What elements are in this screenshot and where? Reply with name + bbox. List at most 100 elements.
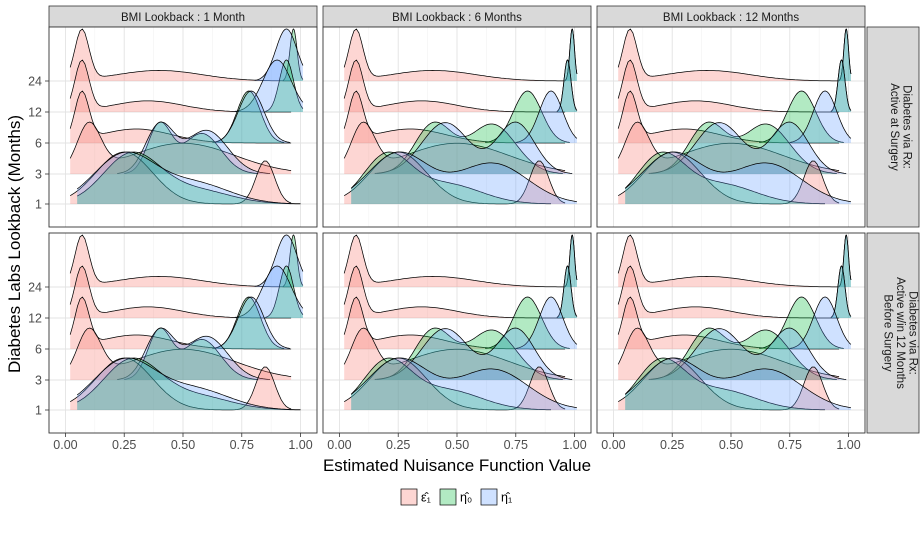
y-axis-title: Diabetes Labs Lookback (Months) [5, 115, 24, 373]
ridge-line-eta1 [117, 121, 271, 174]
ridge-line-eps1 [617, 265, 840, 319]
ridge-area-eps1 [618, 358, 840, 410]
x-tick-label: 0.75 [230, 438, 254, 452]
ridge-area-eta1 [625, 152, 851, 204]
ridge-area-eta1 [515, 297, 577, 349]
legend-label-eps1: ε̂₁ [421, 491, 431, 505]
ridge-line-eps1 [69, 265, 292, 319]
ridge-area-eps1 [70, 297, 292, 349]
y-tick-label: 3 [35, 374, 42, 388]
facet-panel [596, 26, 866, 228]
ridge-area-eta0 [651, 328, 837, 380]
ridge-line-eta1 [515, 296, 578, 349]
ridge-area-eta0 [377, 122, 563, 174]
ridge-area-eta1 [374, 328, 573, 380]
ridge-line-eta1 [374, 327, 573, 380]
ridge-area-eps1 [70, 266, 292, 318]
ridge-line-eps1 [617, 296, 840, 350]
ridges [343, 234, 578, 411]
ridge-line-eps1 [617, 121, 840, 171]
ridge-area-eps1 [344, 328, 566, 380]
ridge-area-eta1 [374, 122, 573, 174]
ridges [343, 28, 578, 205]
ridge-line-eta1 [234, 265, 304, 318]
ridge-line-eps1 [617, 28, 840, 82]
ridge-area-eps1 [344, 235, 566, 287]
ridge-area-eta1 [789, 91, 851, 143]
legend: ε̂₁ η̂₀ η̂₁ [400, 488, 512, 506]
ridge-line-eta1 [254, 28, 304, 81]
y-tick-label: 24 [28, 281, 42, 295]
ridge-area-eta0 [265, 60, 303, 112]
ridge-area-eta0 [77, 152, 301, 204]
ridge-line-eps1 [617, 59, 840, 113]
ridge-line-eps1 [617, 90, 840, 144]
ridge-area-eps1 [344, 122, 566, 174]
ridge-line-eta0 [377, 121, 563, 174]
ridge-area-eps1 [70, 328, 292, 380]
ridge-area-eta0 [625, 152, 825, 204]
x-tick-label: 0.75 [504, 438, 528, 452]
ridge-area-eps1 [618, 235, 840, 287]
ridge-line-eta0 [282, 234, 304, 287]
ridge-line-eps1 [69, 59, 292, 113]
ridge-line-eta1 [789, 90, 852, 143]
ridge-area-eta1 [117, 328, 270, 380]
ridge-line-eta0 [624, 151, 826, 205]
ridge-area-eta1 [648, 122, 847, 174]
ridge-line-eps1 [343, 59, 566, 113]
ridge-area-eta0 [213, 297, 285, 349]
ridge-area-eta0 [265, 266, 303, 318]
ridge-area-eps1 [618, 122, 840, 174]
y-tick-label: 24 [28, 75, 42, 89]
ridges [617, 28, 852, 205]
ridge-line-eta1 [350, 151, 577, 203]
row-strip-label: Before Surgery [882, 294, 894, 372]
x-tick-label: 0.00 [53, 438, 77, 452]
ridge-line-eta1 [648, 327, 847, 380]
panel-border [48, 26, 318, 228]
ridge-area-eps1 [344, 91, 566, 143]
ridge-area-eta1 [515, 91, 577, 143]
ridge-line-eta0 [77, 357, 301, 411]
panel-border [596, 26, 866, 228]
ridge-area-eps1 [70, 29, 292, 81]
ridge-line-eps1 [69, 327, 292, 377]
ridges [69, 234, 304, 411]
x-tick-label: 0.50 [171, 438, 195, 452]
ridge-line-eta1 [564, 28, 578, 81]
facet-grid: BMI Lookback : 1 Month BMI Lookback : 6 M… [28, 5, 920, 452]
ridge-line-eta1 [254, 234, 304, 287]
ridge-line-eta1 [76, 151, 301, 205]
ridge-line-eta1 [234, 59, 304, 112]
ridge-line-eta1 [624, 357, 851, 409]
ridge-line-eta1 [648, 121, 847, 174]
ridge-line-eta0 [485, 296, 570, 349]
ridge-line-eta0 [265, 59, 304, 112]
ridge-area-eta1 [212, 91, 290, 143]
col-strip-label: BMI Lookback : 1 Month [121, 12, 245, 24]
x-tick-label: 1.00 [288, 438, 312, 452]
ridge-area-eps1 [618, 152, 840, 204]
ridge-area-eta1 [77, 358, 301, 410]
col-strip-label: BMI Lookback : 12 Months [663, 12, 799, 24]
x-tick-label: 0.00 [327, 438, 351, 452]
ridge-line-eta0 [124, 121, 259, 174]
y-tick-label: 1 [35, 198, 42, 212]
row-strip-label: Diabetes via Rx: [907, 291, 919, 375]
ridge-line-eta1 [564, 234, 578, 287]
legend-key-eta1 [480, 488, 498, 506]
ridge-line-eps1 [343, 327, 566, 377]
ridge-line-eta1 [350, 357, 577, 409]
ridge-line-eta1 [830, 59, 852, 112]
ridge-line-eps1 [618, 357, 840, 411]
ridge-line-eps1 [343, 28, 566, 82]
facet-panel: 0.00 0.25 0.50 0.75 1.00 [322, 232, 592, 452]
ridge-line-eta1 [556, 265, 578, 318]
ridge-area-eta1 [789, 297, 851, 349]
ridge-area-eps1 [70, 122, 292, 174]
row-strip-label: Active at Surgery [888, 83, 900, 171]
ridge-area-eps1 [70, 358, 292, 410]
x-axis-title: Estimated Nuisance Function Value [323, 456, 591, 475]
y-tick-label: 6 [35, 137, 42, 151]
